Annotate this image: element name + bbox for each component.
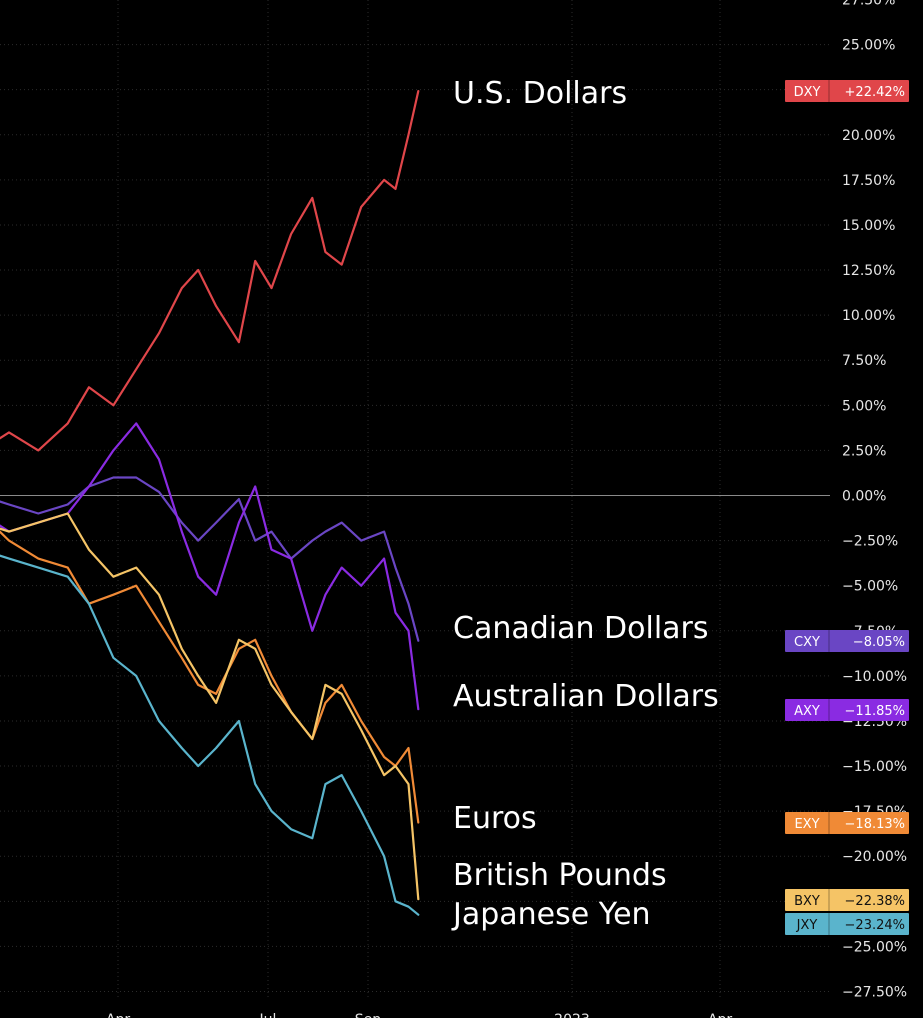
y-tick-label: −27.50%: [842, 985, 907, 1001]
series-line-jxy: [0, 554, 420, 916]
y-tick-label: −25.00%: [842, 939, 907, 955]
price-tag-bg: [785, 699, 909, 721]
y-tick-label: −15.00%: [842, 759, 907, 775]
series-name-labels: U.S. Dollars Canadian Dollars Australian D…: [451, 76, 719, 932]
series-name-jxy: Japanese Yen: [451, 897, 651, 932]
y-tick-label: −20.00%: [842, 849, 907, 865]
series-lines: [0, 89, 420, 916]
y-tick-label: −2.50%: [842, 534, 898, 550]
price-tag-value: −11.85%: [845, 704, 905, 719]
y-tick-label: 5.00%: [842, 398, 886, 414]
price-tag-bg: [785, 80, 909, 102]
y-tick-label: 20.00%: [842, 128, 895, 144]
price-tag-ticker: EXY: [794, 817, 819, 832]
x-tick-label: Jul: [259, 1012, 277, 1018]
series-name-exy: Euros: [453, 801, 537, 836]
y-tick-label: 12.50%: [842, 263, 895, 279]
price-tag-dxy: DXY +22.42%: [785, 80, 909, 102]
price-tag-bg: [785, 889, 909, 911]
series-line-dxy: [0, 89, 420, 452]
price-tag-bg: [785, 913, 909, 935]
y-tick-label: 15.00%: [842, 218, 895, 234]
series-line-bxy: [0, 512, 420, 901]
y-tick-label: 10.00%: [842, 308, 895, 324]
price-tag-bxy: BXY −22.38%: [785, 889, 909, 911]
price-tag-value: +22.42%: [845, 85, 905, 100]
price-tag-ticker: DXY: [794, 85, 821, 100]
grid: [0, 0, 830, 1000]
series-name-bxy: British Pounds: [453, 858, 667, 893]
x-axis: Apr Jul Sep 2023 Apr: [106, 1012, 732, 1018]
y-tick-label: 0.00%: [842, 489, 886, 505]
price-tag-ticker: JXY: [796, 918, 818, 933]
y-tick-label: 7.50%: [842, 353, 886, 369]
price-tag-value: −18.13%: [845, 817, 905, 832]
series-line-axy: [0, 422, 420, 711]
price-tag-value: −8.05%: [853, 635, 905, 650]
x-tick-label: Apr: [106, 1012, 130, 1018]
price-tag-jxy: JXY −23.24%: [785, 913, 909, 935]
y-tick-label: 17.50%: [842, 173, 895, 189]
y-tick-label: 25.00%: [842, 38, 895, 54]
y-tick-label: 2.50%: [842, 443, 886, 459]
price-tag-ticker: CXY: [794, 635, 820, 650]
y-tick-label: 27.50%: [842, 0, 895, 9]
x-tick-label: Apr: [708, 1012, 732, 1018]
series-name-axy: Australian Dollars: [453, 679, 719, 714]
price-tag-value: −22.38%: [845, 894, 905, 909]
series-line-cxy: [0, 476, 420, 642]
x-tick-label: Sep: [355, 1012, 382, 1018]
series-name-dxy: U.S. Dollars: [453, 76, 627, 111]
series-line-exy: [0, 530, 420, 824]
price-tag-exy: EXY −18.13%: [785, 812, 909, 834]
x-tick-label: 2023: [554, 1012, 590, 1018]
price-tag-bg: [785, 630, 909, 652]
y-tick-label: −10.00%: [842, 669, 907, 685]
y-axis: 27.50%25.00%22.50%20.00%17.50%15.00%12.5…: [842, 0, 907, 1001]
price-tag-value: −23.24%: [845, 918, 905, 933]
price-tag-bg: [785, 812, 909, 834]
price-tag-axy: AXY −11.85%: [785, 699, 909, 721]
y-tick-label: −5.00%: [842, 579, 898, 595]
price-tag-ticker: AXY: [794, 704, 820, 719]
price-tags: DXY +22.42% CXY −8.05% AXY −11.85% EXY −18.13% B…: [785, 80, 909, 935]
price-tag-ticker: BXY: [794, 894, 820, 909]
series-name-cxy: Canadian Dollars: [453, 611, 709, 646]
price-tag-cxy: CXY −8.05%: [785, 630, 909, 652]
